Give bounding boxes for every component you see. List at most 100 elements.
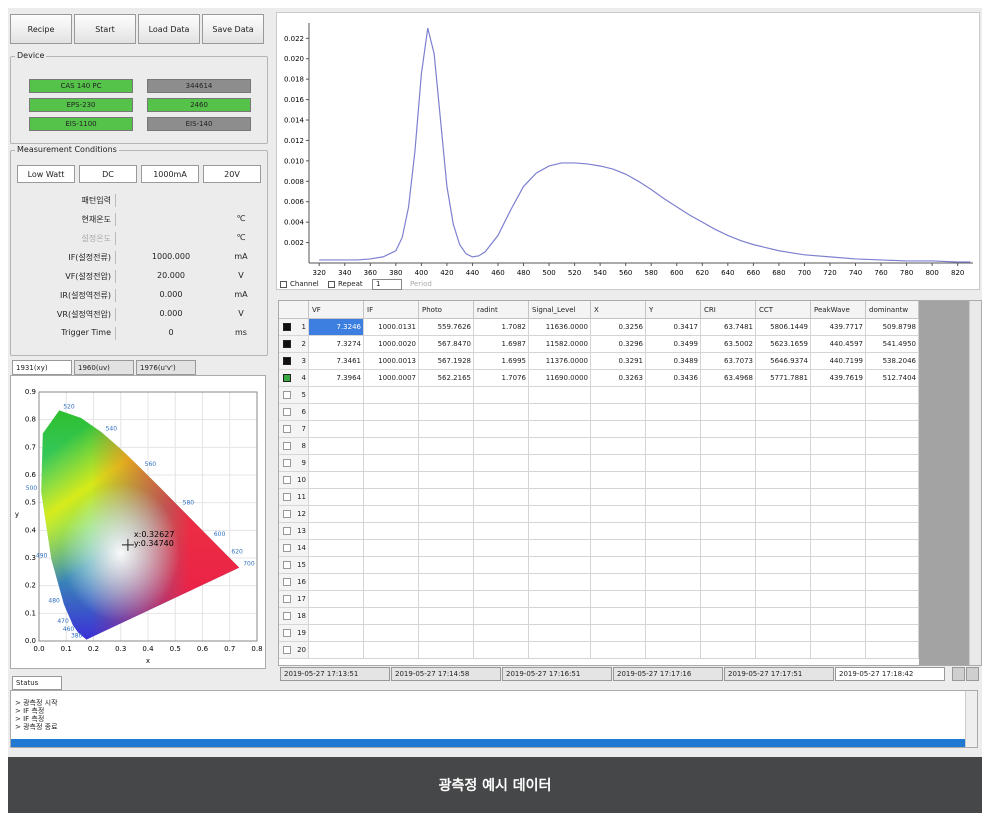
- x-tick-label: 0.1: [61, 645, 72, 653]
- row-marker[interactable]: [283, 340, 291, 348]
- x-tick-label: 420: [440, 269, 453, 277]
- mode-button[interactable]: 20V: [203, 165, 261, 183]
- table-cell: [419, 591, 474, 608]
- toolbar-button[interactable]: Recipe: [10, 14, 72, 44]
- toolbar-button[interactable]: Save Data: [202, 14, 264, 44]
- row-marker[interactable]: [283, 629, 291, 637]
- table-cell: [364, 625, 419, 642]
- toolbar-button[interactable]: Load Data: [138, 14, 200, 44]
- x-tick-label: 340: [338, 269, 351, 277]
- data-tab[interactable]: 2019-05-27 17:17:16: [613, 667, 723, 681]
- toolbar-button[interactable]: Start: [74, 14, 136, 44]
- table-cell: 7.3246: [309, 319, 364, 336]
- checkbox[interactable]: [328, 281, 335, 288]
- x-tick-label: 740: [849, 269, 862, 277]
- table-cell: [756, 421, 811, 438]
- wavelength-label: 500: [26, 485, 38, 492]
- x-tick-label: 540: [593, 269, 606, 277]
- table-cell: [701, 540, 756, 557]
- data-tab[interactable]: 2019-05-27 17:14:58: [391, 667, 501, 681]
- row-marker[interactable]: [283, 544, 291, 552]
- row-marker[interactable]: [283, 391, 291, 399]
- row-marker[interactable]: [283, 442, 291, 450]
- condition-unit: mA: [234, 252, 248, 261]
- mode-button[interactable]: 1000mA: [141, 165, 199, 183]
- table-cell: [756, 642, 811, 659]
- table-cell: [309, 642, 364, 659]
- table-cell: [756, 489, 811, 506]
- data-tab[interactable]: 2019-05-27 17:16:51: [502, 667, 612, 681]
- scrollbar[interactable]: [965, 691, 977, 747]
- row-marker[interactable]: [283, 595, 291, 603]
- table-cell: [474, 404, 529, 421]
- status-tab[interactable]: Status: [12, 676, 62, 690]
- table-cell: 0.3499: [646, 336, 701, 353]
- data-tab[interactable]: 2019-05-27 17:17:51: [724, 667, 834, 681]
- table-cell: [811, 489, 866, 506]
- device-button[interactable]: EIS-140: [147, 117, 251, 131]
- checkbox[interactable]: [280, 281, 287, 288]
- table-cell: [364, 489, 419, 506]
- cie-tab[interactable]: 1931(xy): [12, 360, 72, 375]
- row-marker[interactable]: [283, 646, 291, 654]
- table-cell: [646, 523, 701, 540]
- row-marker[interactable]: [283, 425, 291, 433]
- row-marker[interactable]: [283, 527, 291, 535]
- status-log: > 광측정 시작 > IF 측정 > IF 측정 > 광측정 종료: [10, 690, 978, 748]
- x-tick-label: 500: [542, 269, 555, 277]
- header-cell: X: [591, 301, 646, 319]
- cie-panel: 0.0 0.1 0.2 0.3 0.4 0.5 0.6 0.7 0.8 0.0 0.1 0.2 0.3 0…: [10, 375, 266, 669]
- table-cell: [811, 642, 866, 659]
- header-cell: CCT: [756, 301, 811, 319]
- data-tab[interactable]: 2019-05-27 17:18:42: [835, 667, 945, 681]
- repeat-input[interactable]: 1: [372, 279, 402, 290]
- device-button[interactable]: CAS 140 PC: [29, 79, 133, 93]
- table-cell: [646, 387, 701, 404]
- table-cell: [474, 557, 529, 574]
- x-tick-label: 0.7: [224, 645, 235, 653]
- x-tick-label: 360: [364, 269, 377, 277]
- table-cell: [811, 421, 866, 438]
- cie-tab[interactable]: 1960(uv): [74, 360, 134, 375]
- row-marker[interactable]: [283, 408, 291, 416]
- mode-button[interactable]: DC: [79, 165, 137, 183]
- table-cell: [474, 574, 529, 591]
- scrollbar[interactable]: [969, 301, 981, 665]
- row-marker[interactable]: [283, 374, 291, 382]
- y-tick-label: 0.010: [284, 157, 304, 165]
- table-cell: [701, 404, 756, 421]
- channel-label: Channel: [290, 280, 319, 288]
- table-cell: [756, 523, 811, 540]
- y-tick-label: 0.0: [25, 637, 36, 645]
- row-marker[interactable]: [283, 578, 291, 586]
- device-button[interactable]: 344614: [147, 79, 251, 93]
- table-cell: [309, 557, 364, 574]
- tab-scroll[interactable]: [966, 667, 979, 681]
- data-tab[interactable]: 2019-05-27 17:13:51: [280, 667, 390, 681]
- row-marker[interactable]: [283, 357, 291, 365]
- table-cell: [811, 557, 866, 574]
- row-marker[interactable]: [283, 493, 291, 501]
- row-marker[interactable]: [283, 510, 291, 518]
- table-cell: [811, 438, 866, 455]
- log-line: > IF 측정: [15, 707, 45, 715]
- table-cell: [364, 540, 419, 557]
- cie-tab[interactable]: 1976(u'v'): [136, 360, 196, 375]
- table-cell: [364, 608, 419, 625]
- tab-scroll[interactable]: [952, 667, 965, 681]
- header-cell: IF: [364, 301, 419, 319]
- row-marker[interactable]: [283, 459, 291, 467]
- y-axis-label: y: [15, 511, 19, 519]
- row-marker[interactable]: [283, 323, 291, 331]
- row-marker[interactable]: [283, 561, 291, 569]
- table-cell: [591, 591, 646, 608]
- device-button[interactable]: EIS-1100: [29, 117, 133, 131]
- device-button[interactable]: 2460: [147, 98, 251, 112]
- row-marker[interactable]: [283, 612, 291, 620]
- row-marker[interactable]: [283, 476, 291, 484]
- device-button[interactable]: EPS-230: [29, 98, 133, 112]
- mode-button[interactable]: Low Watt: [17, 165, 75, 183]
- header-cell: [279, 301, 309, 319]
- table-cell: [529, 557, 591, 574]
- table-cell: [811, 540, 866, 557]
